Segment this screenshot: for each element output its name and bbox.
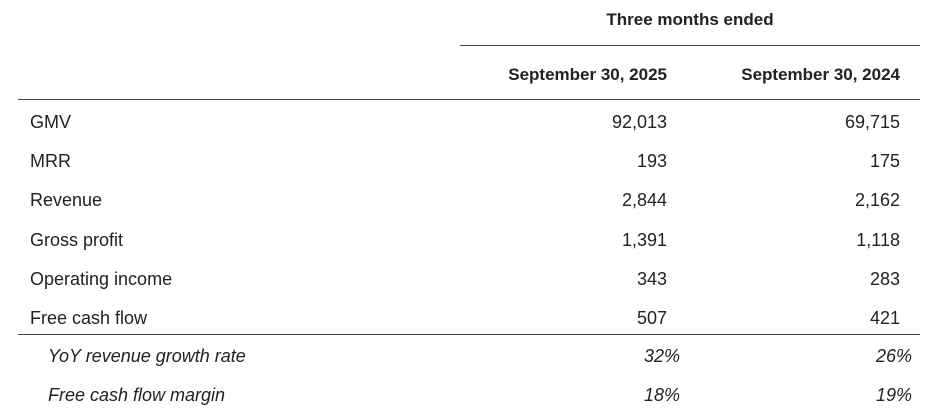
rule — [18, 334, 920, 335]
cell: 92,013 — [611, 112, 667, 132]
row-label: Gross profit — [30, 229, 124, 250]
group-header: Three months ended — [606, 10, 774, 29]
ratio-label: YoY revenue growth rate — [48, 346, 246, 366]
row-label: Free cash flow — [30, 308, 148, 328]
ratio-cell: 18% — [643, 385, 680, 405]
cell: 507 — [636, 308, 667, 328]
cell: 283 — [869, 268, 900, 289]
cell: 1,391 — [621, 229, 667, 250]
cell: 193 — [636, 151, 667, 172]
cell: 2,844 — [621, 190, 667, 211]
column-header: September 30, 2024 — [741, 65, 900, 84]
cell: 175 — [869, 151, 900, 172]
ratio-cell: 26% — [875, 346, 912, 366]
ratio-cell: 19% — [875, 385, 912, 405]
ratio-cell: 32% — [643, 346, 680, 366]
cell: 2,162 — [854, 190, 900, 211]
ratio-label: Free cash flow margin — [48, 385, 226, 405]
row-label: MRR — [30, 151, 71, 172]
row-label: GMV — [30, 112, 72, 132]
cell: 69,715 — [844, 112, 900, 132]
rule — [460, 45, 920, 46]
column-header: September 30, 2025 — [508, 65, 667, 84]
rule — [18, 99, 920, 100]
cell: 421 — [869, 308, 900, 328]
row-label: Operating income — [30, 268, 173, 289]
cell: 343 — [636, 268, 667, 289]
row-label: Revenue — [30, 190, 103, 211]
cell: 1,118 — [856, 229, 900, 250]
